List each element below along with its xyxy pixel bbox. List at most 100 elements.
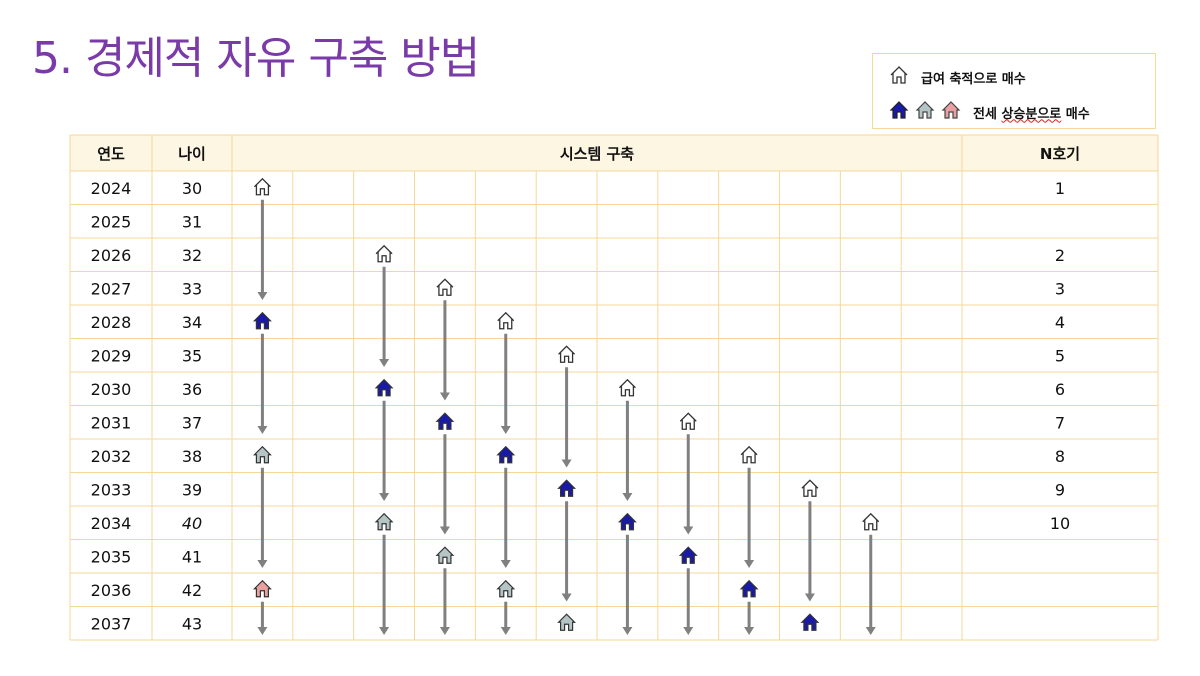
house-blue-icon (557, 479, 577, 497)
header-n: N호기 (1040, 145, 1080, 163)
cell-year: 2028 (91, 313, 132, 332)
cell-age: 34 (182, 313, 202, 332)
cell-age: 41 (182, 547, 202, 566)
arrow-head (500, 560, 511, 568)
house-blue-icon (678, 546, 698, 564)
arrow-head (439, 627, 450, 635)
arrow-head (257, 627, 268, 635)
cell-year: 2033 (91, 480, 132, 499)
cell-year: 2032 (91, 447, 132, 466)
cell-n: 1 (1055, 179, 1065, 198)
cell-age: 42 (182, 581, 202, 600)
cell-year: 2031 (91, 413, 132, 432)
cell-year: 2036 (91, 581, 132, 600)
legend-label-jeonse-b: 상승분으로 (1001, 106, 1062, 122)
cell-n: 2 (1055, 246, 1065, 265)
arrow-head (439, 392, 450, 401)
cell-age: 32 (182, 246, 202, 265)
legend-box: 급여 축적으로 매수 전세 상승분으로 매수 (872, 53, 1156, 129)
arrow-head (257, 426, 268, 434)
cell-n: 10 (1050, 514, 1070, 533)
house-white-icon (436, 278, 454, 296)
house-blue-icon (617, 512, 637, 531)
header-system: 시스템 구축 (560, 145, 634, 163)
cell-year: 2034 (91, 514, 132, 533)
house-gray-icon (496, 579, 516, 598)
arrow-head (257, 292, 268, 300)
header-age: 나이 (178, 145, 206, 163)
table-header-bg (70, 135, 1158, 171)
house-white-icon (862, 512, 880, 531)
arrow-head (622, 493, 633, 501)
house-white-icon (558, 345, 576, 363)
house-blue-icon (435, 412, 455, 430)
cell-n: 6 (1055, 380, 1065, 399)
house-gray-icon (435, 546, 455, 564)
house-gray-icon (252, 445, 272, 464)
arrow-head (439, 526, 450, 535)
cell-n: 3 (1055, 279, 1065, 298)
house-gray-icon (374, 512, 394, 531)
arrow-head (500, 426, 511, 434)
arrow-head (257, 560, 268, 568)
cell-year: 2035 (91, 547, 132, 566)
arrow-head (379, 627, 390, 635)
house-gray-icon (557, 613, 577, 631)
arrow-head (379, 493, 390, 501)
arrow-head (561, 593, 572, 602)
cell-age: 35 (182, 346, 202, 365)
cell-year: 2025 (91, 212, 132, 231)
house-blue-icon (739, 579, 759, 598)
house-white-icon (618, 378, 636, 397)
arrow-head (683, 627, 694, 635)
cell-n: 7 (1055, 413, 1065, 432)
legend-row-salary: 급여 축적으로 매수 (889, 65, 1026, 89)
arrow-head (683, 526, 694, 535)
cell-n: 8 (1055, 447, 1065, 466)
house-blue-icon (374, 378, 394, 397)
cell-age: 38 (182, 447, 202, 466)
house-blue-icon (800, 613, 820, 631)
house-pink-icon (252, 579, 272, 598)
cell-age: 36 (182, 380, 202, 399)
house-blue-icon (889, 100, 915, 124)
house-white-icon (497, 311, 515, 330)
arrow-head (500, 627, 511, 635)
house-white-icon (375, 244, 393, 263)
page-title: 5. 경제적 자유 구축 방법 (32, 33, 480, 84)
cell-age: 31 (182, 212, 202, 231)
house-white-icon (253, 177, 271, 196)
cell-year: 2026 (91, 246, 132, 265)
cell-n: 4 (1055, 313, 1065, 332)
house-blue-icon (252, 311, 272, 330)
arrow-head (622, 627, 633, 635)
cell-age: 30 (182, 179, 202, 198)
header-year: 연도 (97, 145, 125, 163)
cell-age: 43 (182, 614, 202, 633)
cell-age: 37 (182, 413, 202, 432)
arrow-head (561, 459, 572, 468)
house-white-icon (679, 412, 697, 430)
legend-label-salary: 급여 축적으로 매수 (921, 71, 1026, 87)
arrow-head (744, 627, 755, 635)
cell-n: 5 (1055, 346, 1065, 365)
cell-year: 2030 (91, 380, 132, 399)
house-outline-icon (889, 65, 915, 89)
arrow-head (804, 593, 815, 602)
legend-label-jeonse-c: 매수 (1061, 106, 1090, 122)
cell-year: 2029 (91, 346, 132, 365)
cell-age: 39 (182, 480, 202, 499)
arrow-head (379, 359, 390, 367)
legend-row-jeonse: 전세 상승분으로 매수 (889, 100, 1090, 124)
legend-label-jeonse-a: 전세 (973, 106, 1002, 122)
cell-year: 2027 (91, 279, 132, 298)
house-blue-icon (496, 445, 516, 464)
cell-year: 2037 (91, 614, 132, 633)
cell-n: 9 (1055, 480, 1065, 499)
house-white-icon (740, 445, 758, 464)
cell-year: 2024 (91, 179, 132, 198)
arrow-head (865, 627, 876, 635)
house-gray-icon (915, 100, 941, 124)
cell-age: 33 (182, 279, 202, 298)
